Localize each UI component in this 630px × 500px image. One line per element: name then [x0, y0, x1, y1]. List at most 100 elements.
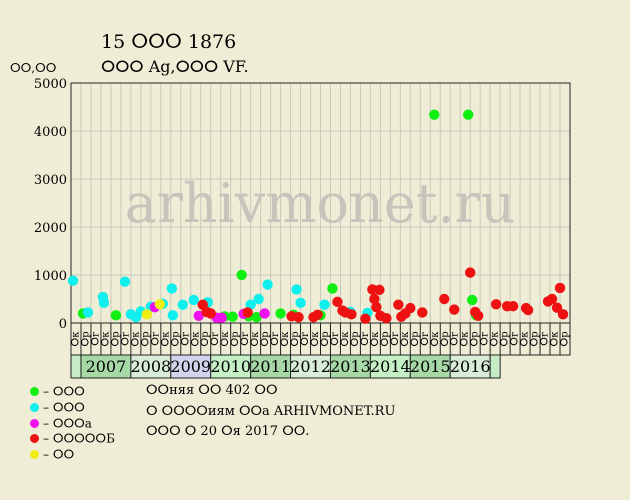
quarter-label: ⵔр: [260, 331, 271, 346]
legend-label: – ⵔⵔ: [43, 447, 75, 462]
quarter-label: ⵔк: [430, 331, 441, 347]
data-point: [110, 310, 122, 321]
data-point: [205, 308, 216, 319]
data-point: [82, 307, 94, 318]
y-tick-label: 5000: [34, 77, 67, 92]
quarter-label: ⵔr: [240, 332, 251, 346]
quarter-label: ⵔк: [220, 331, 231, 347]
data-point: [405, 302, 416, 314]
quarter-label: ⵔк: [490, 331, 501, 347]
chart-subtitle: ⵔⵔⵔ Ag,ⵔⵔⵔ VF.: [101, 57, 249, 76]
quarter-label: ⵔр: [110, 331, 121, 346]
legend-dot: [30, 387, 39, 396]
data-point: [393, 299, 404, 310]
quarter-label: ⵔр: [350, 331, 361, 346]
quarter-label: ⵔr: [300, 332, 311, 346]
data-point: [466, 294, 478, 306]
data-point: [327, 283, 338, 294]
year-label: 2012: [290, 357, 331, 376]
data-point: [259, 308, 270, 319]
y-tick-label: 2000: [34, 221, 67, 236]
quarter-label: ⵔр: [230, 331, 241, 346]
quarter-label: ⵔк: [400, 331, 411, 347]
legend-label: – ⵔⵔⵔ: [43, 400, 85, 415]
data-point: [227, 311, 238, 322]
year-label: 2014: [370, 357, 411, 376]
data-point: [371, 301, 382, 313]
y-tick-label: 0: [59, 317, 67, 332]
data-point: [465, 267, 476, 278]
data-point: [177, 299, 188, 310]
quarter-label: ⵔr: [360, 332, 371, 346]
legend-label: – ⵔⵔⵔⵔⵔБ: [43, 431, 115, 446]
note-average: ⵔⵔняя ⵔⵔ 402 ⵔⵔ: [146, 383, 278, 398]
quarter-label: ⵔк: [250, 331, 261, 347]
quarter-label: ⵔр: [80, 331, 91, 346]
data-point: [242, 307, 253, 318]
data-point: [554, 282, 566, 294]
legend-item: – ⵔⵔⵔa: [30, 416, 92, 431]
data-point: [381, 313, 392, 324]
quarter-label: ⵔк: [340, 331, 351, 347]
data-point: [360, 313, 371, 324]
quarter-label: ⵔр: [530, 331, 541, 346]
quarter-label: ⵔр: [470, 331, 481, 346]
year-label: 2011: [250, 357, 291, 376]
quarter-label: ⵔр: [140, 331, 151, 346]
quarter-label: ⵔр: [170, 331, 181, 346]
quarter-label: ⵔр: [290, 331, 301, 346]
note-date: ⵔⵔⵔ ⵔ 20 ⵔя 2017 ⵔⵔ.: [146, 424, 310, 439]
data-point: [98, 297, 110, 309]
data-point: [253, 293, 264, 305]
data-point: [236, 269, 247, 281]
quarter-label: ⵔr: [330, 332, 341, 346]
data-point: [429, 109, 440, 120]
data-point: [291, 284, 302, 295]
data-point: [141, 309, 153, 320]
legend-item: – ⵔⵔ: [30, 447, 74, 462]
data-point: [463, 109, 474, 120]
quarter-label: ⵔк: [130, 331, 141, 347]
quarter-label: ⵔр: [440, 331, 451, 346]
legend-dot: [30, 450, 39, 459]
data-point: [546, 293, 558, 305]
quarter-label: ⵔr: [120, 332, 131, 346]
year-label: 2010: [210, 357, 251, 376]
quarter-label: ⵔr: [450, 332, 461, 346]
quarter-label: ⵔк: [160, 331, 171, 347]
data-point: [262, 279, 273, 290]
data-point: [346, 309, 357, 320]
legend-dot: [30, 403, 39, 412]
data-point: [369, 293, 380, 305]
y-tick-label: 1000: [34, 269, 67, 284]
quarter-label: ⵔr: [270, 332, 281, 346]
quarter-label: ⵔr: [390, 332, 401, 346]
data-point: [167, 310, 178, 321]
quarter-label: ⵔк: [280, 331, 291, 347]
legend-dot: [30, 419, 39, 428]
quarter-label: ⵔк: [70, 331, 81, 347]
data-point: [295, 297, 306, 309]
year-label: 2016: [450, 357, 491, 376]
quarter-label: ⵔр: [200, 331, 211, 346]
quarter-label: ⵔr: [540, 332, 551, 346]
quarter-label: ⵔк: [310, 331, 321, 347]
quarter-label: ⵔr: [510, 332, 521, 346]
data-point: [251, 312, 262, 323]
year-cell: [489, 354, 501, 379]
data-point: [507, 301, 519, 312]
quarter-label: ⵔr: [90, 332, 101, 346]
quarter-label: ⵔр: [500, 331, 511, 346]
y-tick-label: 4000: [34, 125, 67, 140]
quarter-label: ⵔр: [320, 331, 331, 346]
quarter-label: ⵔк: [520, 331, 531, 347]
data-point: [193, 310, 204, 321]
year-label: 2013: [330, 357, 371, 376]
quarter-label: ⵔr: [420, 332, 431, 346]
legend-dot: [30, 434, 39, 443]
quarter-label: ⵔr: [480, 332, 491, 346]
quarter-label: ⵔк: [460, 331, 471, 347]
data-point: [312, 309, 323, 321]
